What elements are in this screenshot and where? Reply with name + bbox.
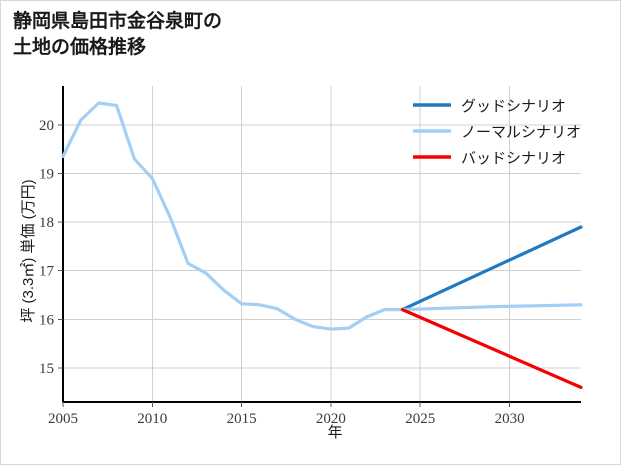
y-tick-label: 20 [39, 118, 54, 134]
y-tick-label: 15 [39, 361, 54, 377]
tickmarks [58, 124, 511, 407]
y-tick-label: 16 [39, 312, 55, 328]
series-line-バッドシナリオ [400, 308, 583, 389]
y-tick-label: 18 [39, 215, 54, 231]
page-title: 静岡県島田市金谷泉町の 土地の価格推移 [13, 11, 223, 58]
y-tick-labels: 15 16 17 18 19 20 [39, 118, 55, 377]
legend-label-グッドシナリオ: グッドシナリオ [461, 98, 566, 115]
series-line-グッドシナリオ [400, 225, 583, 312]
x-tick-label: 2030 [495, 411, 525, 427]
x-tick-label: 2015 [227, 411, 257, 427]
x-tick-labels: 2005 2010 2015 2020 2025 2030 [48, 411, 525, 427]
x-tick-label: 2020 [316, 411, 346, 427]
y-tick-label: 17 [39, 264, 55, 280]
data-series [61, 101, 583, 389]
axis-spines [61, 86, 581, 404]
x-tick-label: 2025 [405, 411, 435, 427]
legend-label-バッドシナリオ: バッドシナリオ [461, 150, 566, 167]
gridlines [63, 86, 581, 402]
x-tick-label: 2010 [137, 411, 167, 427]
x-axis-title: 年 [327, 424, 342, 441]
legend-label-ノーマルシナリオ: ノーマルシナリオ [461, 124, 581, 141]
series-line-ノーマルシナリオ [61, 101, 583, 331]
y-tick-label: 19 [39, 167, 54, 183]
y-axis-title: 坪 (3.3㎡) 単価 (万円) [20, 179, 37, 322]
x-tick-label: 2005 [48, 411, 78, 427]
